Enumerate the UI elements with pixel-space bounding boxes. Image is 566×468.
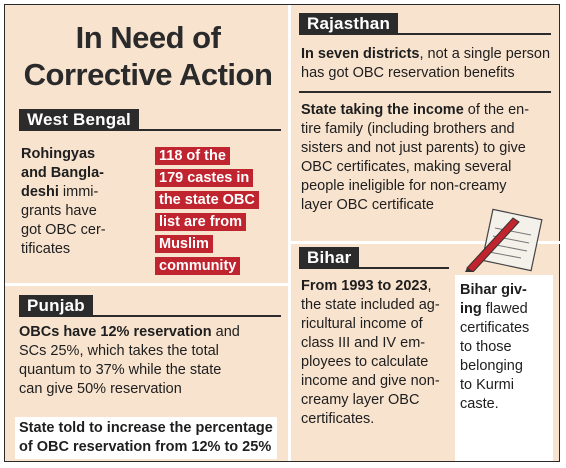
main-title: In Need of Corrective Action xyxy=(23,20,273,92)
rajasthan-para-2: State taking the income of the en- tire … xyxy=(301,102,530,213)
punjab-note: State told to increase the percentage of… xyxy=(19,420,273,455)
rajasthan-tag: Rajasthan xyxy=(299,13,399,35)
bihar-rule xyxy=(299,267,449,269)
west-bengal-highlight: 118 of the 179 castes in the state OBC l… xyxy=(155,145,273,277)
rajasthan-para-rule xyxy=(299,91,551,93)
section-divider xyxy=(5,283,288,286)
punjab-note-box xyxy=(15,417,277,459)
pen-paper-icon xyxy=(465,208,543,272)
west-bengal-text: Rohingyas and Bangla- deshi immi- grants… xyxy=(21,146,106,257)
rajasthan-rule xyxy=(299,33,551,35)
west-bengal-rule xyxy=(19,129,281,131)
bihar-left-text: From 1993 to 2023, the state included ag… xyxy=(301,278,440,427)
bihar-tag: Bihar xyxy=(299,247,360,269)
column-divider xyxy=(288,5,291,461)
section-divider-right xyxy=(291,241,561,244)
bihar-note-box xyxy=(455,275,553,461)
punjab-text: OBCs have 12% reservation and SCs 25%, w… xyxy=(19,324,240,397)
punjab-rule xyxy=(19,315,281,317)
rajasthan-para-1: In seven districts, not a single person … xyxy=(301,46,551,81)
infographic-frame: In Need of Corrective Action West Bengal… xyxy=(4,4,561,462)
west-bengal-tag: West Bengal xyxy=(19,109,139,131)
punjab-tag: Punjab xyxy=(19,295,93,317)
bihar-right-text: Bihar giv- ing flawed certificates to th… xyxy=(460,282,530,412)
